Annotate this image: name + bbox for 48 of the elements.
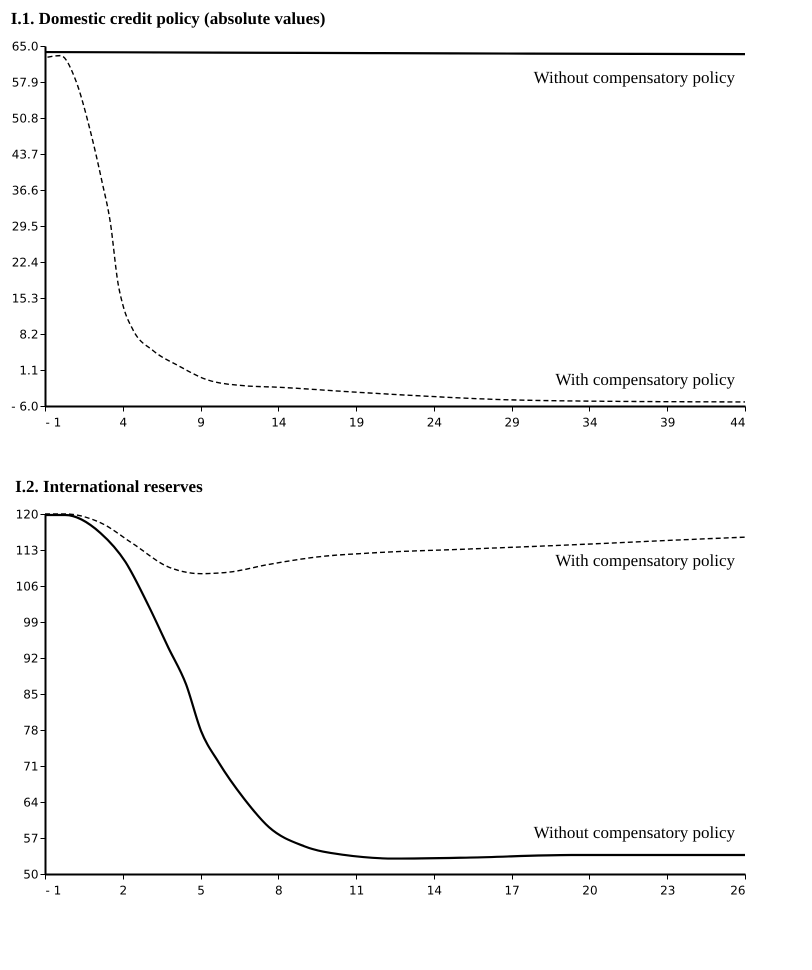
y-tick-label: 1.1	[19, 364, 38, 378]
x-tick-label: 23	[660, 884, 676, 898]
x-tick-label: - 1	[46, 416, 62, 430]
x-tick-label: 39	[660, 416, 676, 430]
y-tick-label: - 6.0	[11, 400, 38, 414]
x-tick-label: 4	[119, 416, 128, 430]
series-label: With compensatory policy	[555, 551, 736, 570]
y-tick-label: 15.3	[12, 292, 38, 306]
x-tick-label: 5	[197, 884, 205, 898]
x-tick-label: 11	[348, 884, 364, 898]
x-tick-label: 14	[426, 884, 442, 898]
chart-title: I.2. International reserves	[15, 477, 204, 496]
series-label: Without compensatory policy	[534, 822, 736, 842]
y-tick-label: 57	[23, 832, 38, 846]
y-tick-label: 71	[23, 760, 38, 774]
y-tick-label: 50	[23, 868, 38, 882]
x-tick-label: 24	[426, 416, 442, 430]
chart-title: I.1. Domestic credit policy (absolute values)	[10, 9, 326, 28]
x-tick-label: 19	[348, 416, 364, 430]
y-tick-label: 120	[16, 508, 38, 522]
x-tick-label: 26	[730, 884, 746, 898]
y-tick-label: 36.6	[12, 184, 38, 198]
y-tick-label: 78	[23, 724, 38, 738]
x-tick-label: 34	[582, 416, 598, 430]
series-label: With compensatory policy	[555, 370, 736, 389]
y-tick-label: 65.0	[12, 40, 38, 54]
x-tick-label: 29	[504, 416, 520, 430]
x-tick-label: 8	[275, 884, 283, 898]
y-tick-label: 8.2	[19, 328, 38, 342]
y-tick-label: 92	[23, 652, 38, 666]
y-tick-label: 50.8	[12, 112, 38, 126]
x-tick-label: 9	[197, 416, 205, 430]
x-tick-label: 44	[730, 416, 746, 430]
x-tick-label: 20	[582, 884, 598, 898]
y-tick-label: 113	[16, 544, 38, 558]
y-tick-label: 64	[23, 796, 38, 810]
x-tick-label: 14	[271, 416, 286, 430]
y-tick-label: 57.9	[12, 76, 38, 90]
x-tick-label: - 1	[46, 884, 62, 898]
series-label: Without compensatory policy	[534, 68, 736, 88]
y-tick-label: 29.5	[12, 220, 38, 234]
y-tick-label: 43.7	[12, 148, 38, 162]
y-tick-label: 85	[23, 688, 38, 702]
x-tick-label: 17	[504, 884, 520, 898]
x-tick-label: 2	[119, 884, 128, 898]
y-tick-label: 99	[23, 616, 38, 630]
y-tick-label: 106	[16, 580, 38, 594]
y-tick-label: 22.4	[12, 256, 38, 270]
